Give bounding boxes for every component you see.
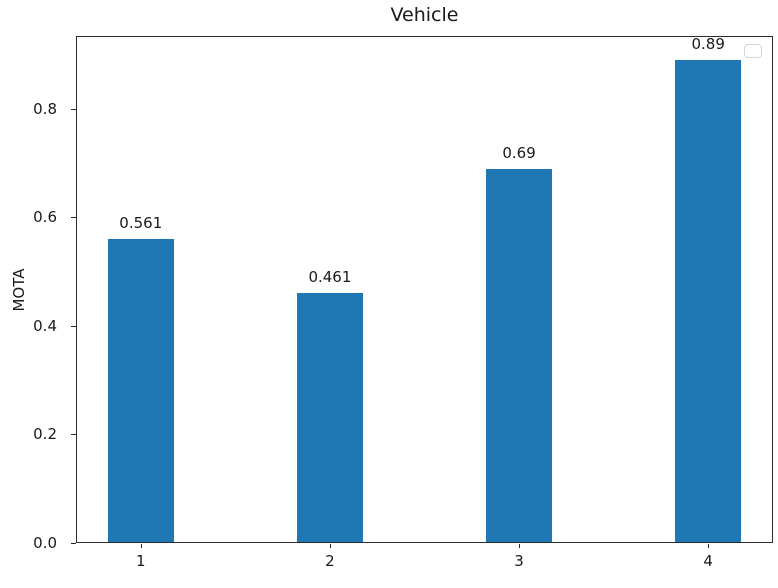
y-tick-label: 0.2 bbox=[33, 425, 57, 444]
y-tick-mark bbox=[71, 108, 76, 110]
y-tick-mark bbox=[71, 217, 76, 219]
bar-value-label: 0.561 bbox=[119, 213, 163, 232]
y-tick-mark bbox=[71, 434, 76, 436]
x-tick-label: 1 bbox=[136, 552, 146, 570]
y-tick-mark bbox=[71, 543, 76, 544]
chart-title: Vehicle bbox=[390, 4, 459, 26]
y-tick-label: 0.6 bbox=[33, 208, 57, 227]
legend-box bbox=[744, 44, 762, 58]
x-tick-label: 3 bbox=[514, 552, 524, 570]
bar-value-label: 0.69 bbox=[502, 143, 536, 162]
x-tick-mark bbox=[708, 544, 710, 548]
y-tick-label: 0.0 bbox=[33, 534, 57, 552]
plot-area: 0.561 0.461 0.69 0.89 bbox=[76, 35, 773, 543]
bar-value-label: 0.461 bbox=[308, 267, 352, 286]
y-tick-label: 0.8 bbox=[33, 99, 57, 118]
x-tick-label: 4 bbox=[703, 552, 713, 570]
x-tick-label: 2 bbox=[325, 552, 335, 570]
x-tick-mark bbox=[329, 544, 331, 548]
y-tick-mark bbox=[71, 325, 76, 327]
y-tick-label: 0.4 bbox=[33, 316, 57, 335]
bar bbox=[675, 60, 742, 542]
x-tick-mark bbox=[140, 544, 142, 548]
bar bbox=[296, 292, 363, 542]
bar bbox=[485, 168, 553, 542]
bar bbox=[107, 238, 174, 542]
x-tick-mark bbox=[519, 544, 521, 548]
bar-value-label: 0.89 bbox=[691, 35, 725, 54]
